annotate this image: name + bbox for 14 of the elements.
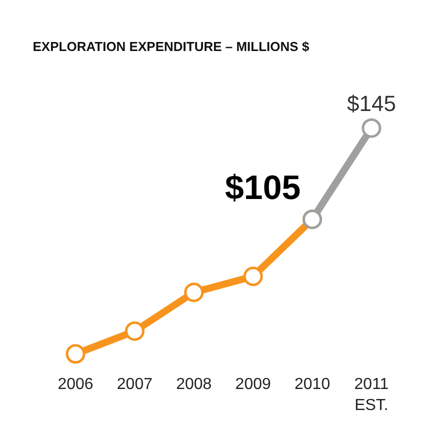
data-label: $145	[347, 90, 396, 116]
x-tick-label: 2009	[235, 376, 271, 393]
x-tick-label: 2008	[176, 376, 212, 393]
x-tick-label: 2011 EST.	[354, 376, 389, 414]
chart-title: EXPLORATION EXPENDITURE – MILLIONS $	[32, 39, 310, 54]
point	[243, 266, 263, 286]
point	[184, 282, 204, 302]
point	[362, 118, 382, 138]
x-tick-label: 2010	[294, 376, 330, 393]
point	[124, 321, 144, 341]
x-tick-label: 2006	[58, 376, 94, 393]
x-tick-label: 2007	[116, 376, 153, 393]
point	[66, 344, 86, 364]
data-label: $105	[225, 169, 301, 208]
